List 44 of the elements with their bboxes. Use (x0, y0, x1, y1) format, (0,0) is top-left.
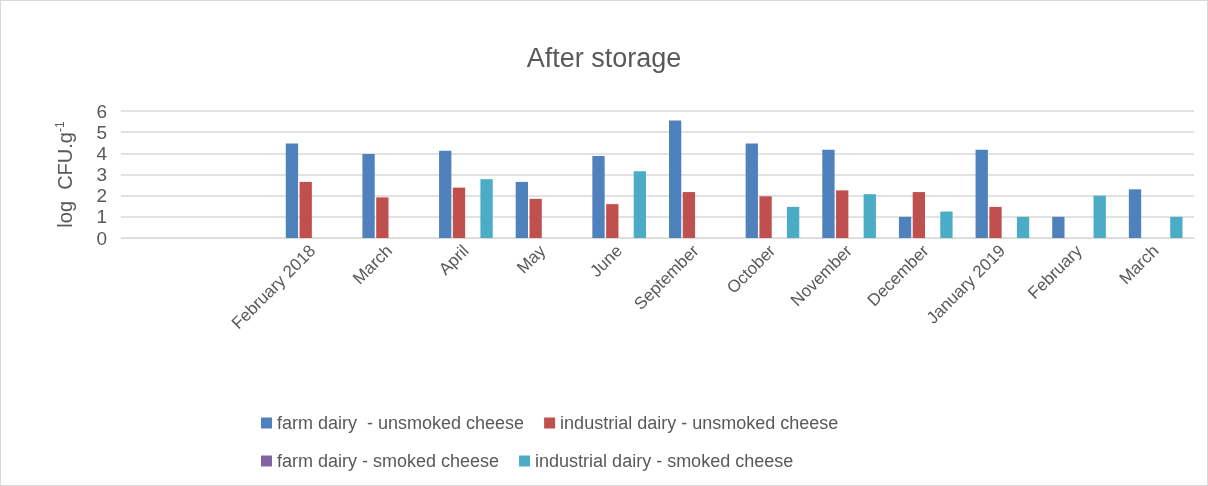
bar (480, 179, 493, 238)
bar (940, 211, 953, 238)
bar (529, 198, 542, 238)
bar (285, 143, 299, 238)
bar (898, 216, 912, 238)
bar (606, 204, 619, 238)
chart-title: After storage (526, 42, 682, 73)
bar (1052, 216, 1065, 238)
bar (439, 150, 452, 238)
y-tick-label: 6 (96, 100, 107, 122)
y-tick-label: 2 (96, 185, 107, 207)
bar (912, 192, 926, 238)
legend-label: farm dairy - unsmoked cheese (277, 413, 525, 433)
bar (822, 149, 835, 238)
bar (299, 181, 312, 238)
y-tick-label: 0 (96, 227, 107, 249)
bar (633, 171, 646, 238)
bar (836, 190, 849, 238)
bar (452, 187, 466, 238)
legend-label: farm dairy - smoked cheese (277, 451, 500, 471)
legend-label: industrial dairy - unsmoked cheese (560, 413, 839, 433)
bar (515, 181, 529, 238)
y-tick-label: 3 (96, 164, 107, 185)
bar (863, 194, 876, 238)
bar (786, 206, 800, 238)
bar (759, 196, 772, 238)
bar (376, 197, 389, 238)
bar (362, 153, 375, 238)
bar (682, 192, 696, 238)
bar (669, 120, 682, 238)
y-tick-label: 1 (96, 206, 107, 228)
x-tick-label: May (513, 240, 550, 278)
bar (1128, 189, 1142, 238)
y-tick-label: 4 (96, 142, 108, 164)
bar (592, 156, 605, 238)
y-axis-title: log CFU.g-1 (53, 121, 76, 228)
bar (745, 143, 758, 238)
bar (989, 206, 1002, 238)
bar (1093, 195, 1106, 238)
bar (1170, 216, 1183, 238)
legend-label: industrial dairy - smoked cheese (535, 451, 794, 471)
bar (975, 149, 988, 238)
y-tick-label: 5 (96, 121, 107, 143)
bar (1016, 216, 1030, 238)
